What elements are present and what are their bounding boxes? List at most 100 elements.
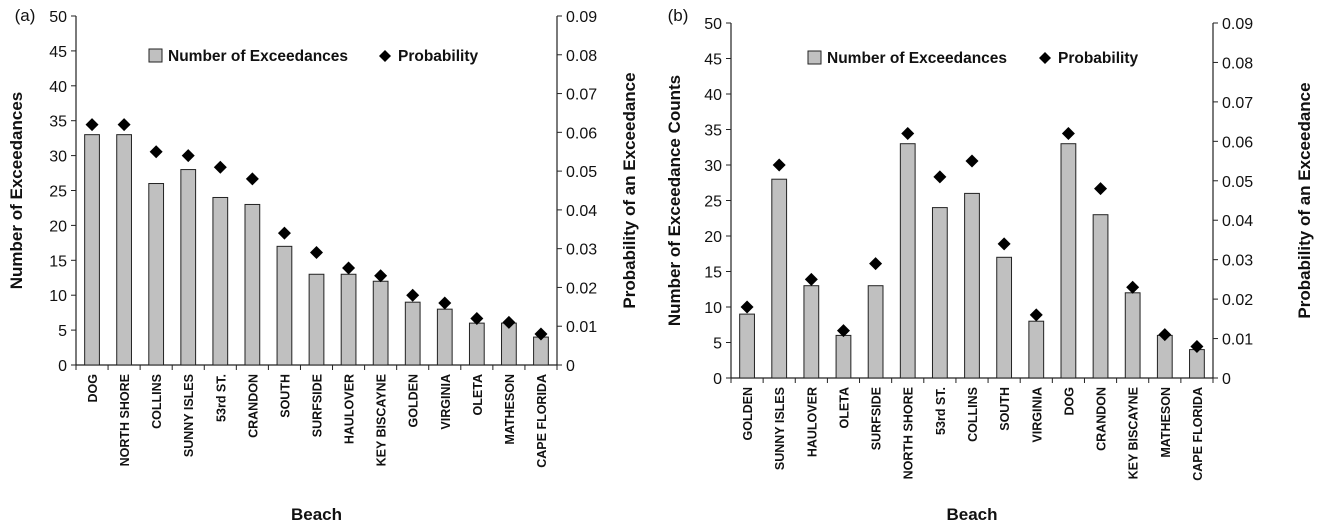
category-label: MATHESON <box>1159 387 1173 458</box>
category-label: CRANDON <box>1095 387 1109 451</box>
y2-tick-label: 0.06 <box>566 125 597 142</box>
probability-marker <box>1126 280 1140 294</box>
panel-label: (a) <box>15 6 36 25</box>
probability-marker <box>406 288 420 302</box>
y-tick-label: 45 <box>49 44 67 61</box>
bar <box>931 207 948 379</box>
y2-tick-label: 0.03 <box>566 242 597 259</box>
bar <box>771 178 788 379</box>
bar <box>212 196 229 366</box>
category-label: 53rd ST. <box>214 374 228 422</box>
y2-tick-label: 0.07 <box>1222 95 1253 112</box>
category-label: CAPE FLORIDA <box>535 374 549 468</box>
y-tick-label: 50 <box>704 16 722 33</box>
probability-marker <box>85 118 99 132</box>
probability-marker <box>470 311 484 325</box>
probability-marker <box>502 315 516 329</box>
y2-tick-label: 0 <box>566 358 575 375</box>
bar <box>180 169 197 366</box>
y2-tick-label: 0.04 <box>566 203 597 220</box>
bar <box>468 322 485 366</box>
category-label: SOUTH <box>278 374 292 418</box>
bar <box>533 336 549 366</box>
y2-tick-label: 0.02 <box>566 280 597 297</box>
probability-marker <box>997 237 1011 251</box>
probability-marker <box>438 296 452 310</box>
bar <box>308 273 325 366</box>
bar <box>116 134 132 366</box>
y2-tick-label: 0 <box>1222 371 1231 388</box>
category-label: OLETA <box>471 374 485 415</box>
bar <box>84 134 100 366</box>
bar <box>1124 292 1141 379</box>
y2-tick-label: 0.07 <box>566 87 597 104</box>
probability-marker <box>740 300 754 314</box>
y-tick-label: 5 <box>58 323 67 340</box>
y2-tick-label: 0.08 <box>566 48 597 65</box>
category-label: NORTH SHORE <box>118 374 132 466</box>
category-label: SOUTH <box>998 387 1012 431</box>
y2-axis-title: Probability of an Exceedance <box>620 72 639 308</box>
bar <box>867 285 884 379</box>
y-tick-label: 20 <box>704 229 722 246</box>
y2-tick-label: 0.05 <box>1222 174 1253 191</box>
y-tick-label: 40 <box>49 79 67 96</box>
x-axis-title: Beach <box>291 505 342 524</box>
probability-marker <box>277 226 291 240</box>
y-tick-label: 35 <box>704 123 722 140</box>
y-tick-label: 25 <box>704 194 722 211</box>
probability-marker <box>772 158 786 172</box>
y-tick-label: 25 <box>49 184 67 201</box>
y2-tick-label: 0.04 <box>1222 213 1253 230</box>
category-label: SUNNY ISLES <box>182 374 196 457</box>
y-axis-title: Number of Exceedance Counts <box>665 75 684 326</box>
y-tick-label: 0 <box>58 358 67 375</box>
y-tick-label: 30 <box>704 158 722 175</box>
bar <box>1156 334 1173 379</box>
probability-marker <box>804 272 818 286</box>
y2-tick-label: 0.05 <box>566 164 597 181</box>
probability-marker <box>374 269 388 283</box>
y-tick-label: 35 <box>49 114 67 131</box>
category-label: KEY BISCAYNE <box>1127 387 1141 479</box>
y-tick-label: 10 <box>704 300 722 317</box>
y-tick-label: 20 <box>49 218 67 235</box>
y2-tick-label: 0.09 <box>566 9 597 26</box>
category-label: COLLINS <box>966 387 980 442</box>
probability-marker <box>534 327 548 341</box>
y-tick-label: 0 <box>713 371 722 388</box>
y2-tick-label: 0.06 <box>1222 134 1253 151</box>
y-tick-label: 40 <box>704 87 722 104</box>
bar <box>1189 349 1205 379</box>
probability-marker <box>836 324 850 338</box>
y2-tick-label: 0.01 <box>1222 332 1253 349</box>
category-label: GOLDEN <box>741 387 755 440</box>
y-tick-label: 10 <box>49 288 67 305</box>
probability-marker <box>1190 339 1204 353</box>
y2-tick-label: 0.03 <box>1222 253 1253 270</box>
legend-bar-swatch <box>807 50 822 65</box>
panel-label: (b) <box>668 6 689 25</box>
category-label: CAPE FLORIDA <box>1191 387 1205 481</box>
bar <box>436 308 453 366</box>
bar <box>404 301 421 366</box>
y-tick-label: 30 <box>49 149 67 166</box>
probability-marker <box>901 126 915 140</box>
y2-tick-label: 0.09 <box>1222 16 1253 33</box>
probability-marker <box>310 246 323 260</box>
bar <box>148 183 165 366</box>
probability-marker <box>1061 126 1075 140</box>
probability-marker <box>342 261 356 275</box>
chart-panel-a: (a) 0 5 10 15 20 25 30 35 40 45 50 0 0.01 0.02 0.03 0.04… <box>7 6 639 524</box>
chart-panel-b: (b) 0 5 10 15 20 25 30 35 40 45 50 0 0.01 0.02 0.03 0.04… <box>665 6 1314 524</box>
category-label: NORTH SHORE <box>902 387 916 479</box>
category-label: SUNNY ISLES <box>773 387 787 470</box>
bar <box>340 273 357 366</box>
category-label: DOG <box>86 374 100 402</box>
category-label: VIRGINIA <box>439 374 453 430</box>
legend-diamond-swatch <box>379 50 391 62</box>
bar <box>276 245 293 366</box>
category-label: SURFSIDE <box>870 387 884 450</box>
y-tick-label: 50 <box>49 9 67 26</box>
